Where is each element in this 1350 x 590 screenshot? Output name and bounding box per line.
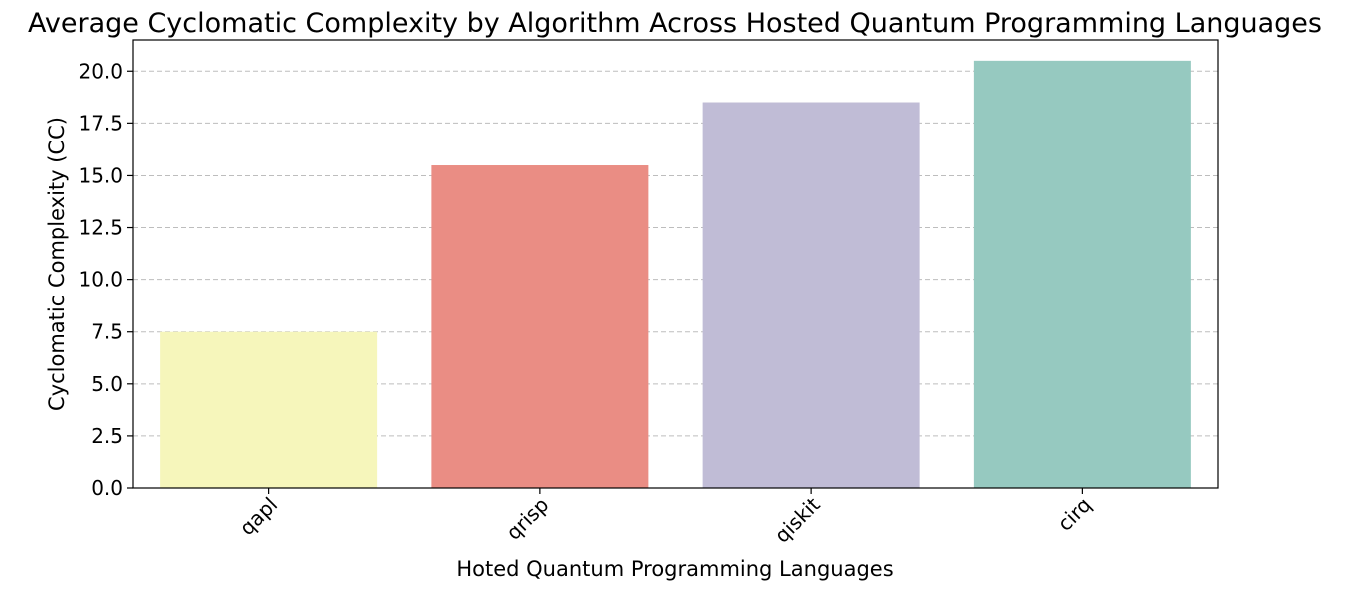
y-axis-ticks: 0.0 2.5 5.0 7.5 10.0 12.5 15.0 17.5 20.0 xyxy=(78,59,133,500)
y-tick-label: 12.5 xyxy=(78,216,123,240)
y-tick-label: 5.0 xyxy=(91,372,123,396)
x-axis-ticks: qapl qrisp qiskit cirq xyxy=(235,488,1096,547)
bars xyxy=(160,60,1191,488)
y-tick-label: 0.0 xyxy=(91,476,123,500)
chart-title: Average Cyclomatic Complexity by Algorit… xyxy=(28,8,1322,39)
x-tick-label: qapl xyxy=(235,493,283,541)
bar-qrisp xyxy=(431,165,649,488)
plot-frame xyxy=(132,39,1219,489)
bar-cirq xyxy=(973,60,1191,488)
y-tick-label: 7.5 xyxy=(91,320,123,344)
y-tick-label: 15.0 xyxy=(78,163,123,187)
y-tick-label: 20.0 xyxy=(78,59,123,83)
y-tick-label: 10.0 xyxy=(78,268,123,292)
bar-qapl xyxy=(160,331,378,488)
x-tick-label: cirq xyxy=(1053,493,1096,536)
x-axis-label: Hoted Quantum Programming Languages xyxy=(456,557,893,581)
y-tick-label: 2.5 xyxy=(91,424,123,448)
bar-qiskit xyxy=(702,102,920,488)
y-axis-label: Cyclomatic Complexity (CC) xyxy=(45,117,69,411)
x-tick-label: qiskit xyxy=(770,492,825,547)
y-tick-label: 17.5 xyxy=(78,111,123,135)
x-tick-label: qrisp xyxy=(501,493,553,545)
